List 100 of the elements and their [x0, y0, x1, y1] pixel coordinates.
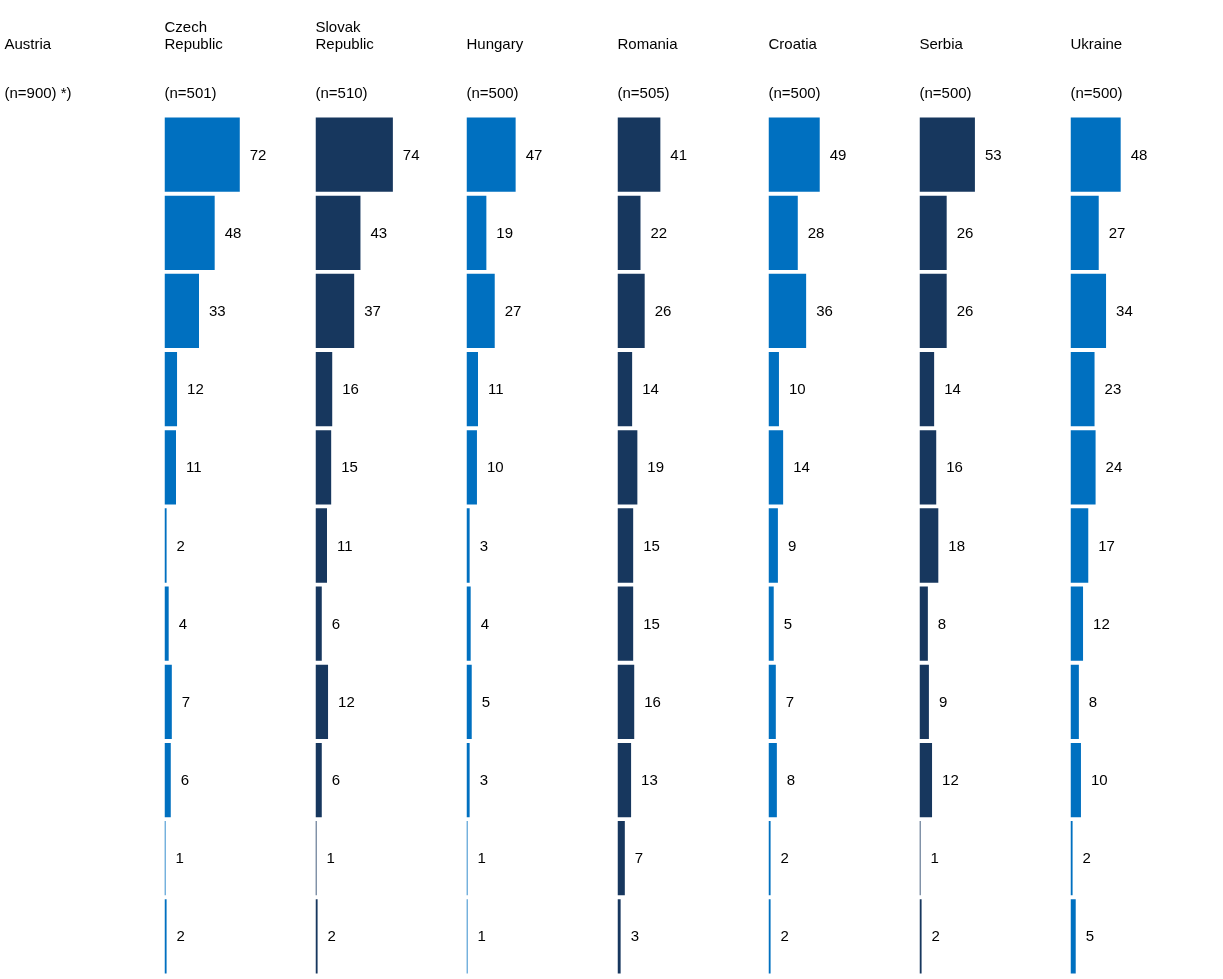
data-label: 2 — [780, 849, 789, 867]
data-label: 11 — [186, 458, 202, 476]
chart-title: Serbia — [919, 34, 964, 52]
data-label: 2 — [931, 927, 940, 945]
data-label: 53 — [984, 145, 1002, 163]
data-label: 15 — [341, 458, 358, 476]
data-label: 24 — [1105, 458, 1123, 476]
data-label: 47 — [525, 145, 543, 163]
bar — [919, 352, 935, 427]
data-label: 14 — [793, 458, 810, 476]
bar — [315, 430, 332, 505]
data-label: 14 — [642, 380, 659, 398]
bar — [315, 352, 333, 427]
data-label: 36 — [816, 301, 833, 319]
bar — [919, 195, 947, 270]
bar — [617, 117, 661, 192]
bar — [315, 899, 318, 974]
bar — [919, 430, 937, 505]
bar — [315, 195, 361, 270]
chart-title: Ukraine — [1070, 34, 1123, 52]
data-label: 11 — [337, 536, 353, 554]
bar — [164, 352, 178, 427]
bar — [164, 508, 167, 583]
data-label: 5 — [783, 614, 793, 632]
data-label: 1 — [477, 849, 486, 867]
data-label: 7 — [181, 692, 191, 710]
data-label: 41 — [670, 145, 688, 163]
data-label: 12 — [187, 380, 204, 398]
data-label: 26 — [956, 223, 974, 241]
data-label: 49 — [829, 145, 847, 163]
data-label: 6 — [180, 771, 190, 789]
data-label: 22 — [650, 223, 668, 241]
chart-title: Croatia — [768, 34, 818, 52]
data-label: 14 — [944, 380, 961, 398]
bar — [315, 117, 393, 192]
data-label: 10 — [788, 380, 806, 398]
data-label: 72 — [249, 145, 267, 163]
chart-subtitle: (n=505) — [617, 83, 670, 101]
bar — [768, 352, 779, 427]
data-label: 15 — [643, 614, 660, 632]
bar — [466, 430, 477, 505]
data-label: 2 — [1082, 849, 1091, 867]
data-label: 18 — [948, 536, 966, 554]
bar — [919, 664, 929, 739]
bar — [164, 117, 240, 192]
bar — [1070, 821, 1073, 896]
data-label: 37 — [364, 301, 381, 319]
bar — [315, 742, 322, 818]
data-label: 13 — [641, 771, 658, 789]
bar — [466, 664, 472, 739]
data-label: 48 — [1130, 145, 1148, 163]
data-label: 11 — [488, 380, 504, 398]
bar — [617, 508, 634, 583]
bar — [164, 273, 199, 349]
bar — [315, 273, 355, 349]
data-label: 26 — [956, 301, 974, 319]
chart-title: Czech Republic — [164, 17, 224, 52]
bar — [617, 352, 633, 427]
bar — [617, 821, 625, 896]
bar — [315, 664, 329, 739]
bar — [919, 117, 975, 192]
bar — [919, 742, 933, 818]
data-label: 23 — [1104, 380, 1122, 398]
data-label: 2 — [327, 927, 336, 945]
data-label: 8 — [1088, 692, 1098, 710]
chart-subtitle: (n=500) — [466, 83, 519, 101]
bar — [164, 195, 215, 270]
data-label: 74 — [402, 145, 420, 163]
data-label: 27 — [504, 301, 522, 319]
bar — [315, 508, 327, 583]
bar — [466, 352, 478, 427]
bar — [466, 742, 470, 818]
bar — [768, 508, 778, 583]
data-label: 27 — [1108, 223, 1126, 241]
bar — [617, 195, 641, 270]
data-label: 3 — [479, 536, 488, 554]
chart-subtitle: (n=500) — [768, 83, 821, 101]
chart-subtitle: (n=501) — [164, 83, 217, 101]
data-label: 12 — [942, 771, 959, 789]
bar — [466, 508, 470, 583]
chart-title: Romania — [617, 34, 679, 52]
data-label: 8 — [937, 614, 947, 632]
data-label: 34 — [1116, 301, 1133, 319]
bar — [1070, 586, 1084, 661]
data-label: 17 — [1098, 536, 1115, 554]
bar — [768, 117, 820, 192]
data-label: 6 — [331, 771, 341, 789]
bar — [768, 664, 776, 739]
text: Austria — [4, 34, 52, 52]
data-label: 2 — [780, 927, 789, 945]
bar — [466, 273, 495, 349]
data-label: 8 — [786, 771, 796, 789]
bar — [617, 742, 632, 818]
bar — [919, 273, 947, 349]
bar — [768, 821, 771, 896]
data-label: 12 — [338, 692, 355, 710]
bar — [768, 273, 807, 349]
data-label: 16 — [946, 458, 963, 476]
data-label: 4 — [178, 614, 188, 632]
chart-subtitle: (n=500) — [1070, 83, 1123, 101]
